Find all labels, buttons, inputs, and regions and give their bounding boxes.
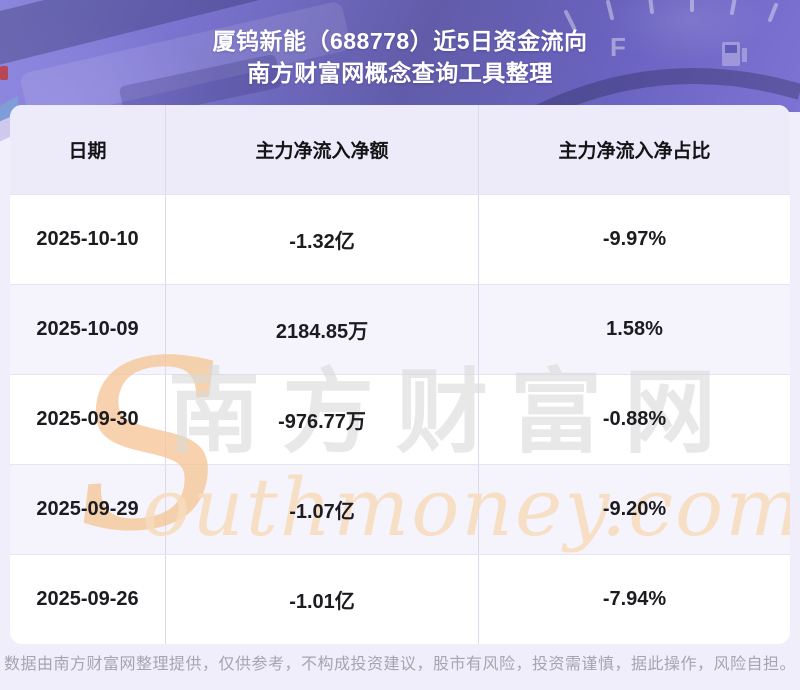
cell-date: 2025-10-10	[10, 195, 165, 284]
page-subtitle: 南方财富网概念查询工具整理	[247, 60, 553, 86]
amount-value: 2184.85万	[275, 321, 369, 343]
cell-ratio: -9.97%	[478, 195, 790, 284]
table-row: 2025-10-09 2184.85万 1.58%	[10, 284, 790, 374]
ratio-value: -9.97%	[602, 228, 667, 250]
table-header-row: 日期 主力净流入净额 主力净流入净占比	[10, 105, 790, 194]
ratio-value: -9.20%	[602, 498, 667, 520]
cell-ratio: -9.20%	[478, 465, 790, 554]
keyboard-shape	[0, 0, 270, 68]
cell-amount: -1.07亿	[165, 465, 478, 554]
cell-date: 2025-09-26	[10, 555, 165, 644]
fund-flow-table: 日期 主力净流入净额 主力净流入净占比 2025-10-10 -1.32亿 -9…	[10, 105, 790, 644]
keyboard-edge-shape	[21, 2, 350, 112]
table-row: 2025-09-29 -1.07亿 -9.20%	[10, 464, 790, 554]
column-header-net-inflow: 主力净流入净额	[165, 105, 478, 194]
page-title: 厦钨新能（688778）近5日资金流向	[212, 28, 588, 54]
date-value: 2025-10-09	[36, 318, 139, 340]
table-row: 2025-09-30 -976.77万 -0.88%	[10, 374, 790, 464]
cell-date: 2025-09-29	[10, 465, 165, 554]
hero-banner: F 厦钨新能（688778）近5日资金流向 南方财富网概念查询工具整理	[0, 0, 800, 112]
fuel-gauge-graphic: F	[536, 0, 800, 112]
column-header-label: 日期	[68, 141, 107, 162]
amount-value: -1.01亿	[289, 591, 355, 613]
column-header-date: 日期	[10, 105, 165, 194]
ratio-value: 1.58%	[606, 318, 663, 340]
column-header-net-inflow-ratio: 主力净流入净占比	[478, 105, 790, 194]
cell-amount: -1.01亿	[165, 555, 478, 644]
date-value: 2025-09-29	[36, 498, 139, 520]
column-header-label: 主力净流入净额	[255, 141, 389, 162]
cell-ratio: -7.94%	[478, 555, 790, 644]
gauge-full-label: F	[610, 32, 626, 62]
desk-shape	[119, 54, 282, 112]
date-value: 2025-10-10	[36, 228, 139, 250]
cell-amount: -976.77万	[165, 375, 478, 464]
amount-value: -1.32亿	[289, 231, 355, 253]
fuel-pump-icon	[722, 42, 747, 66]
date-value: 2025-09-26	[36, 588, 139, 610]
disclaimer-text: 数据由南方财富网整理提供，仅供参考，不构成投资建议，股市有风险，投资需谨慎，据此…	[3, 656, 796, 673]
red-accent-dot	[0, 66, 8, 80]
ratio-value: -0.88%	[602, 408, 667, 430]
table-row: 2025-09-26 -1.01亿 -7.94%	[10, 554, 790, 644]
amount-value: -1.07亿	[289, 501, 355, 523]
cell-amount: 2184.85万	[165, 285, 478, 374]
column-header-label: 主力净流入净占比	[558, 141, 711, 162]
cell-date: 2025-10-09	[10, 285, 165, 374]
date-value: 2025-09-30	[36, 408, 139, 430]
cell-ratio: 1.58%	[478, 285, 790, 374]
amount-value: -976.77万	[278, 411, 366, 433]
table-row: 2025-10-10 -1.32亿 -9.97%	[10, 194, 790, 284]
cell-date: 2025-09-30	[10, 375, 165, 464]
hero-background-graphic: F	[0, 0, 800, 112]
cell-ratio: -0.88%	[478, 375, 790, 464]
cell-amount: -1.32亿	[165, 195, 478, 284]
ratio-value: -7.94%	[602, 588, 667, 610]
